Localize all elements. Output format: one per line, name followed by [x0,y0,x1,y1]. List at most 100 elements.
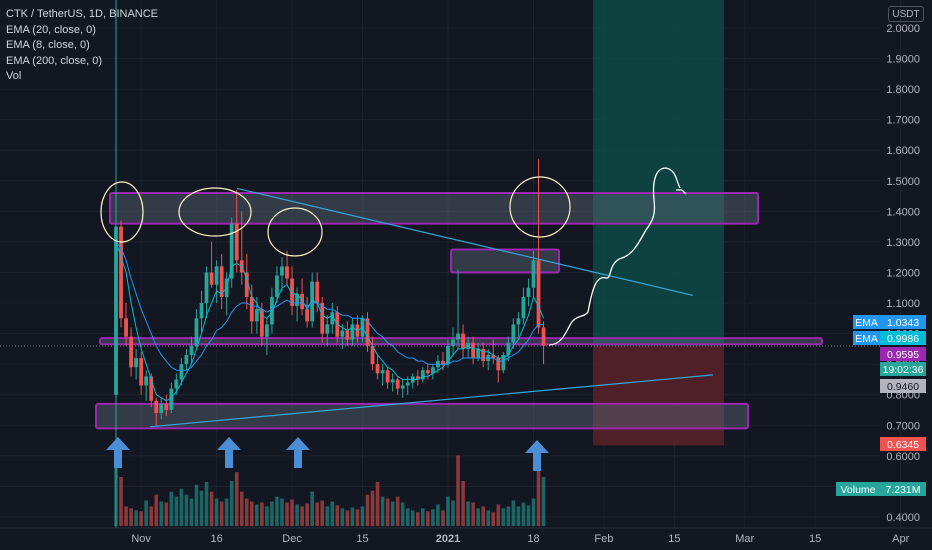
indicator-ema200[interactable]: EMA (200, close, 0) [6,54,102,67]
volume-bar [476,508,480,526]
time-tick-label: Apr [892,533,909,545]
volume-bar [466,501,470,526]
up-arrow-marker [217,437,241,468]
volume-bar [219,501,224,526]
highlight-circle [509,176,571,238]
currency-button[interactable]: USDT [888,6,924,22]
volume-bar [365,494,370,526]
volume-bar [179,488,184,526]
volume-bar [426,511,430,526]
symbol-title[interactable]: CTK / TetherUS, 1D, BINANCE [6,8,159,20]
volume-bar [260,502,264,526]
indicator-volume[interactable]: Vol [6,70,22,82]
volume-bar [270,501,274,526]
volume-bar [446,496,450,526]
volume-bar [390,501,395,526]
stop-tag-value: 0.6345 [887,439,919,451]
time-tick-label: Mar [735,533,754,545]
candle-body [340,330,345,337]
volume-bar [395,496,400,526]
candle-body [280,266,284,276]
countdown-tag: 19:02:36 [880,362,926,376]
projection-arrowhead [676,189,687,195]
price-tick-label: 0.6000 [886,451,920,463]
candle-body [249,296,254,322]
volume-bar [471,502,475,526]
candle-body [330,312,335,325]
candle-body [400,385,405,389]
volume-bar [224,498,229,526]
candle-body [305,309,310,322]
price-tag: 0.9595 [880,347,926,361]
low-tag-value: 0.9460 [887,381,919,393]
price-tick-label: 1.8000 [886,84,920,96]
time-tick-label: 16 [210,533,222,545]
candle-body [496,358,501,371]
indicator-ema20[interactable]: EMA (20, close, 0) [6,23,96,36]
candle-body [420,370,425,380]
candle-body [541,327,546,346]
candle-body [234,223,239,261]
price-tick-label: 1.5000 [886,176,920,188]
candle-body [285,266,289,279]
volume-bar [335,505,340,526]
volume-bar [124,506,128,526]
candle-body [521,296,526,319]
time-tick-label: 15 [668,533,680,545]
time-axis[interactable]: Nov 16 Dec 15 2021 18 Feb 15 Mar 15 Apr [0,527,932,545]
candle-body [380,370,385,374]
grid [0,0,902,528]
candle-body [174,379,179,389]
annotation-drawings[interactable] [100,167,714,471]
candle-body [385,370,390,383]
volume-bar [385,498,390,526]
candle-body [345,330,350,340]
volume-bar [154,494,159,526]
candle-body [501,354,506,371]
volume-tag-label: Volume [840,484,875,496]
candle-body [290,278,294,307]
candle-body [164,403,169,410]
candle-body [425,370,430,374]
chart-legend: CTK / TetherUS, 1D, BINANCE EMA (20, clo… [6,7,158,85]
volume-bar [305,503,309,526]
trade-plan-zones [593,0,724,446]
indicator-ema8[interactable]: EMA (8, close, 0) [6,39,90,51]
ema-slow-line [115,241,544,371]
candle-body [516,318,521,325]
volume-bar [159,501,164,526]
volume-bar [360,506,365,526]
time-tick-label: 15 [356,533,368,545]
volume-bar [431,509,435,526]
candle-body [214,266,219,285]
time-tick-label: Feb [594,533,613,545]
candle-body [199,303,204,319]
volume-bar [280,498,284,526]
candle-body [526,287,531,297]
volume-bar [491,512,496,526]
ema1-tag-value: 1.0343 [887,317,919,329]
volume-bar [405,508,410,526]
volume-bar [244,498,249,526]
price-tick-label: 1.2000 [886,267,920,279]
volume-bar [250,501,254,526]
price-tick-label: 1.6000 [886,145,920,157]
volume-bar [526,505,531,526]
volume-bar [456,455,460,526]
volume-bar [164,502,169,526]
candle-body [275,275,279,297]
volume-bar [139,511,143,526]
time-tick-label: Nov [131,533,151,545]
volume-bar [189,498,194,526]
candle-body [320,303,325,334]
up-arrow-marker [525,440,549,471]
low-tag: 0.9460 [880,379,926,393]
volume-bar [229,480,234,526]
candle-body [471,342,476,359]
price-projection-drawing [548,167,681,346]
volume-bar [134,510,138,526]
candle-body [154,400,159,414]
volume-bar [255,504,259,526]
